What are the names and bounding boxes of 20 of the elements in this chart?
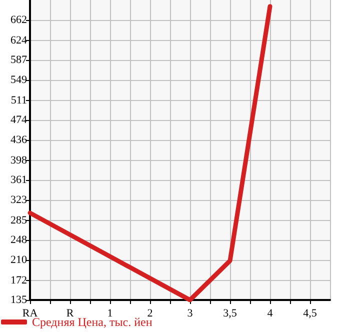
x-tick-label: 3,5 — [223, 308, 238, 320]
y-tick-label: 511 — [10, 94, 27, 106]
y-tick-label: 210 — [10, 254, 28, 266]
y-tick-label: 474 — [10, 114, 28, 126]
y-tick-label: 172 — [10, 274, 27, 286]
y-tick-label: 662 — [10, 14, 27, 26]
y-tick-label: 436 — [10, 134, 28, 146]
x-tick-label: 4,5 — [303, 308, 318, 320]
y-tick-label: 285 — [10, 214, 28, 226]
x-tick-label: 4 — [267, 308, 274, 320]
y-tick-label: 587 — [10, 54, 28, 66]
y-tick-label: 398 — [10, 154, 28, 166]
y-tick-label: 624 — [10, 34, 28, 46]
y-tick-label: 323 — [10, 194, 28, 206]
y-tick-label: 361 — [10, 174, 27, 186]
y-tick-label: 135 — [10, 294, 28, 306]
x-tick-label: 3 — [187, 308, 194, 320]
y-tick-label: 248 — [10, 234, 28, 246]
y-tick-label: 549 — [10, 74, 28, 86]
line-series — [28, 4, 272, 302]
